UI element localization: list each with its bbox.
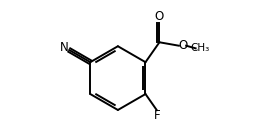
Text: O: O: [178, 39, 187, 52]
Text: N: N: [60, 41, 69, 54]
Text: O: O: [155, 10, 164, 23]
Text: F: F: [153, 109, 160, 123]
Text: CH₃: CH₃: [190, 43, 210, 53]
